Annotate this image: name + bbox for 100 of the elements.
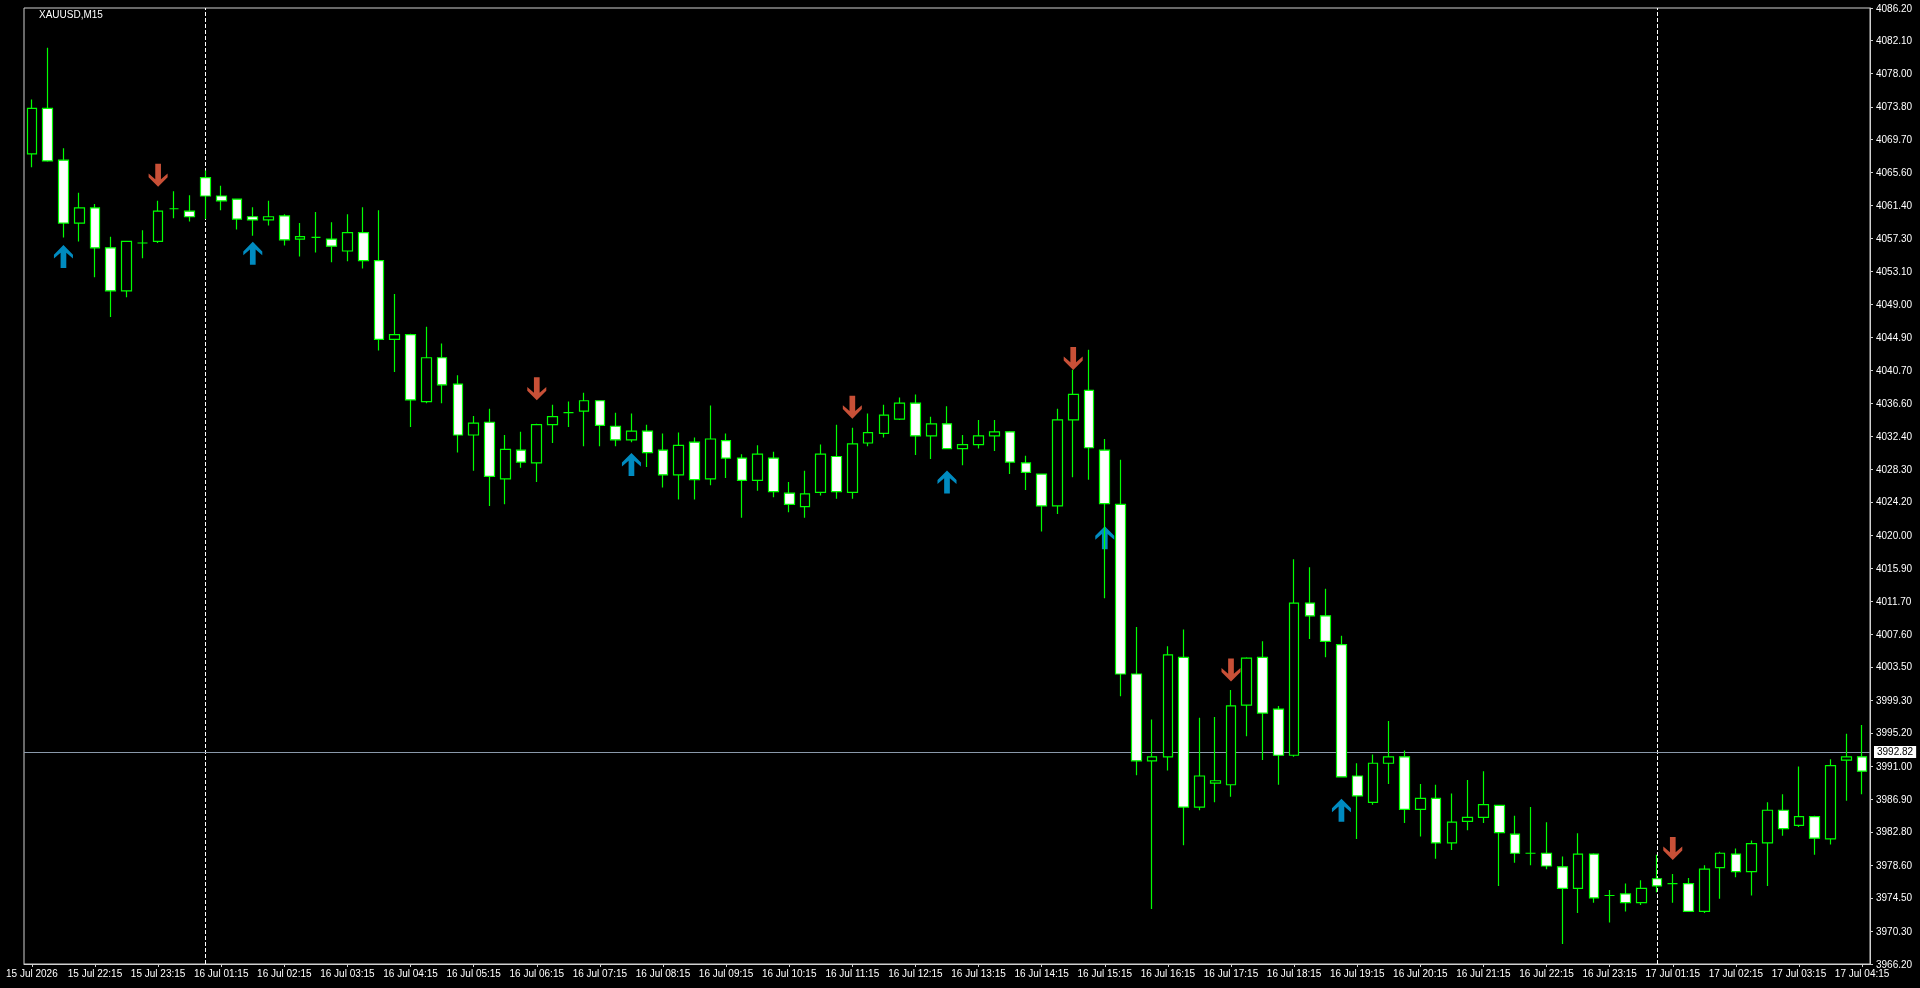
candlestick — [1382, 720, 1395, 785]
x-tick-label: 16 Jul 09:15 — [698, 967, 754, 979]
y-tick-label: 4028.30 — [1876, 463, 1913, 475]
point — [243, 241, 263, 265]
candlestick — [1272, 705, 1285, 786]
candlestick — [73, 192, 86, 243]
x-tick-label: 16 Jul 19:15 — [1329, 967, 1385, 979]
y-tick-label: 4065.60 — [1876, 166, 1913, 178]
x-tick-label: 16 Jul 20:15 — [1393, 967, 1449, 979]
candlestick — [546, 404, 559, 444]
y-tick-label: 3978.60 — [1876, 859, 1913, 871]
x-tick-label: 16 Jul 14:15 — [1014, 967, 1070, 979]
candlestick — [530, 423, 543, 483]
point — [1063, 347, 1083, 371]
candlestick — [846, 427, 859, 500]
candlestick — [862, 412, 874, 447]
candlestick — [925, 416, 938, 460]
candlestick — [310, 211, 322, 254]
candlestick — [562, 400, 575, 428]
x-tick-label: 16 Jul 18:15 — [1266, 967, 1322, 979]
candlestick — [26, 99, 38, 168]
x-tick-label: 16 Jul 04:15 — [383, 967, 439, 979]
candlestick — [609, 412, 622, 447]
x-tick-label: 16 Jul 15:15 — [1077, 967, 1133, 979]
candlestick — [1004, 430, 1016, 475]
y-tick-label: 3986.90 — [1876, 793, 1913, 805]
candlestick — [688, 436, 701, 501]
candlestick — [1572, 832, 1584, 914]
candlestick — [783, 481, 796, 513]
candlestick — [1540, 821, 1553, 870]
x-tick-label: 16 Jul 13:15 — [951, 967, 1007, 979]
candlestick — [104, 236, 117, 318]
y-tick-label: 4024.20 — [1876, 496, 1913, 508]
candlestick — [1714, 851, 1726, 900]
candlestick — [1430, 784, 1442, 860]
candlestick — [57, 147, 70, 239]
candlestick — [1698, 864, 1711, 914]
y-tick-label: 3995.20 — [1876, 727, 1913, 739]
candlestick — [388, 293, 401, 373]
y-tick-label: 4053.10 — [1876, 266, 1913, 278]
x-tick-label: 16 Jul 23:15 — [1582, 967, 1638, 979]
candlestick — [1351, 762, 1364, 840]
candlestick — [1603, 889, 1616, 924]
candlestick — [1177, 628, 1190, 846]
candlestick — [799, 470, 811, 519]
candlestick — [814, 443, 827, 497]
y-tick-label: 4057.30 — [1876, 232, 1913, 244]
candlestick — [830, 424, 843, 500]
candlestick — [1619, 882, 1632, 913]
candlestick — [720, 432, 732, 479]
candlestick — [767, 451, 780, 498]
x-tick-label: 16 Jul 05:15 — [446, 967, 502, 979]
candlestick — [988, 419, 1001, 452]
y-tick-label: 4007.60 — [1876, 628, 1913, 640]
candlestick — [1398, 749, 1411, 824]
y-tick-label: 4082.10 — [1876, 35, 1913, 47]
candlestick — [231, 198, 243, 231]
candlestick — [1209, 716, 1222, 803]
x-tick-label: 16 Jul 01:15 — [193, 967, 249, 979]
candlestick — [357, 206, 370, 270]
point — [527, 377, 547, 401]
x-tick-label: 17 Jul 02:15 — [1708, 967, 1764, 979]
candlestick — [1808, 815, 1821, 856]
candlestick — [1856, 724, 1868, 795]
y-tick-label: 4061.40 — [1876, 200, 1913, 212]
y-tick-label: 3966.20 — [1876, 958, 1913, 970]
x-tick-label: 17 Jul 01:15 — [1645, 967, 1701, 979]
candlestick — [1020, 455, 1032, 491]
candlestick — [893, 396, 906, 421]
candlestick — [1067, 369, 1080, 478]
candlestick — [404, 333, 417, 428]
y-tick-label: 4011.70 — [1876, 596, 1912, 608]
candlestick — [262, 200, 275, 227]
candlestick — [1446, 792, 1458, 851]
point — [1331, 798, 1351, 822]
candlestick — [672, 432, 685, 501]
candlestick — [1730, 847, 1742, 878]
candlestick — [215, 185, 228, 211]
y-tick-label: 4049.00 — [1876, 298, 1913, 310]
x-tick-label: 16 Jul 17:15 — [1203, 967, 1259, 979]
candlestick — [1414, 783, 1427, 838]
candlestick — [909, 393, 922, 456]
candlestick — [956, 434, 969, 466]
x-tick-label: 16 Jul 02:15 — [257, 967, 313, 979]
point — [53, 245, 73, 269]
candlestick — [294, 222, 306, 258]
candlestick — [499, 434, 512, 505]
candlestick — [1035, 473, 1048, 533]
candlestick — [1509, 815, 1521, 864]
x-tick-label: 16 Jul 06:15 — [509, 967, 565, 979]
candlestick — [1840, 733, 1853, 802]
y-tick-label: 4073.80 — [1876, 101, 1913, 113]
point — [148, 163, 168, 187]
x-tick-label: 16 Jul 11:15 — [825, 967, 880, 979]
candlestick — [1304, 566, 1316, 640]
point — [621, 452, 641, 476]
candlestick — [1256, 640, 1269, 761]
candlestick — [436, 342, 448, 404]
candlestick — [420, 326, 433, 404]
candlestick — [1367, 753, 1379, 806]
